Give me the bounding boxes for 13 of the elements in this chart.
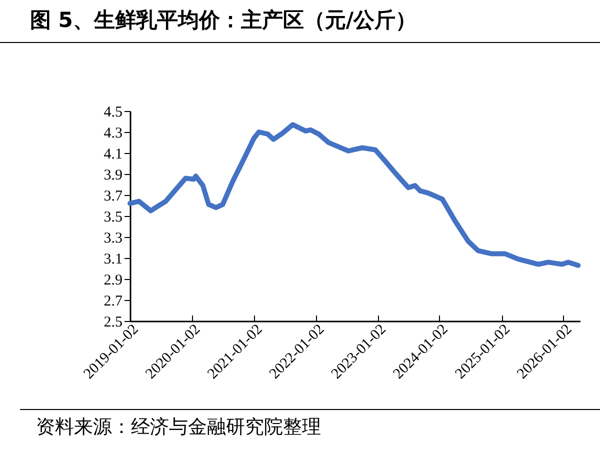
text: 资料来源：经济与金融研究院整理 xyxy=(20,409,600,440)
chart-title: 图 5、生鲜乳平均价：主产区（元/公斤） xyxy=(0,0,600,43)
y-tick-label: 3.3 xyxy=(104,230,122,246)
y-tick-label: 3.5 xyxy=(104,210,122,226)
y-tick-label: 3.9 xyxy=(104,168,122,184)
y-tick-label: 4.1 xyxy=(104,146,122,162)
y-tick-label: 3.7 xyxy=(104,188,123,204)
y-tick-label: 2.7 xyxy=(104,294,123,310)
y-tick-label: 2.5 xyxy=(104,314,122,330)
y-tick-label: 3.1 xyxy=(104,252,122,268)
y-tick-label: 4.5 xyxy=(104,104,122,120)
y-tick-label: 2.9 xyxy=(104,272,122,288)
y-tick-label: 4.3 xyxy=(104,126,122,142)
